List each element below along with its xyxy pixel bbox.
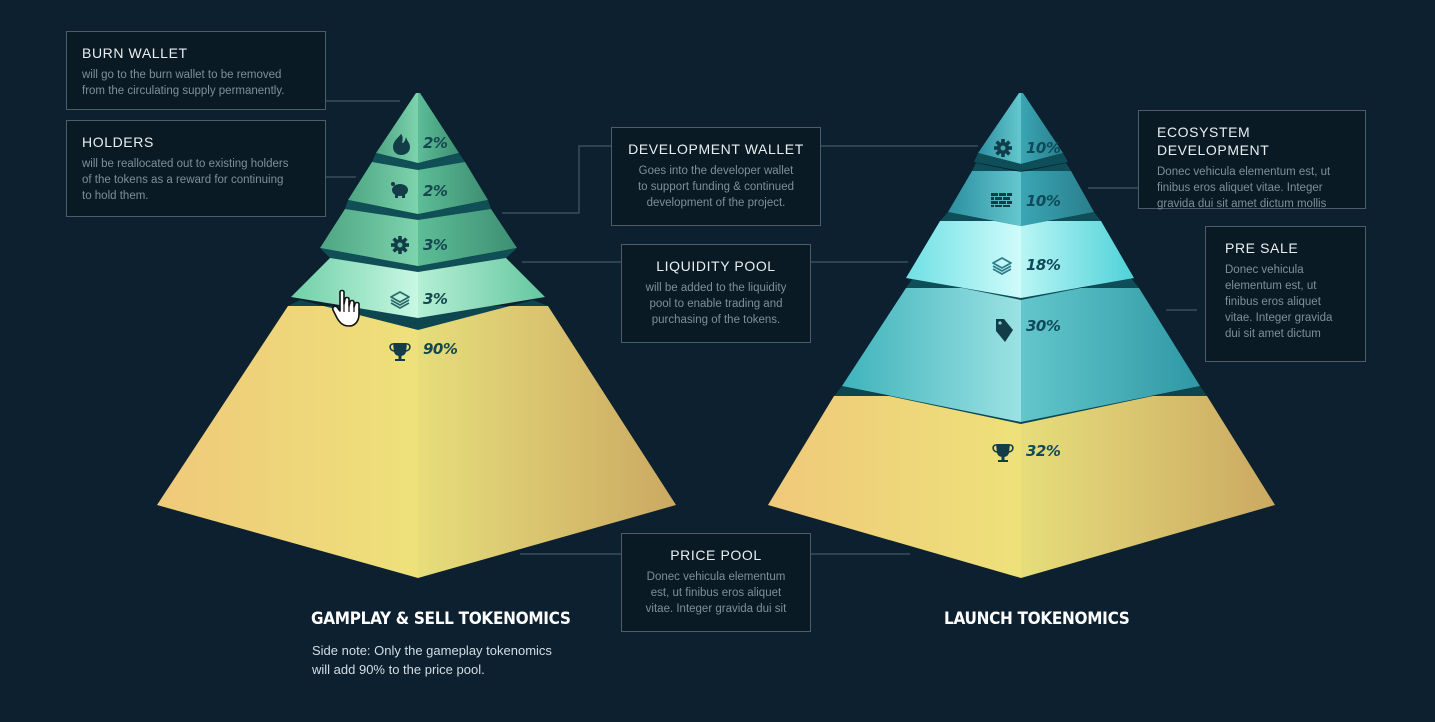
callout-line: will be reallocated out to existing hold… <box>82 158 289 170</box>
callout-pre-sale: PRE SALE Donec vehicula elementum est, u… <box>1205 226 1366 362</box>
right-tier-price-pool-value: 32% <box>1026 442 1061 460</box>
callout-line: development of the project. <box>646 197 786 209</box>
callout-title: DEVELOPMENT WALLET <box>628 141 804 157</box>
callout-holders: HOLDERS will be reallocated out to exist… <box>66 120 326 217</box>
right-tier-pre-sale-value: 30% <box>1026 317 1061 335</box>
flame-icon <box>393 134 410 155</box>
left-tier-price-pool-value: 90% <box>423 340 458 358</box>
callout-line: Donec vehicula elementum est, ut <box>1157 166 1331 178</box>
tag-icon <box>996 319 1013 342</box>
callout-line: will go to the burn wallet to be removed <box>82 69 282 81</box>
piggy-bank-icon <box>391 182 408 198</box>
callout-title: ECOSYSTEM DEVELOPMENT <box>1157 124 1270 158</box>
callout-line: Donec vehicula <box>1225 264 1304 276</box>
brick-wall-icon <box>991 193 1012 207</box>
left-tier-burn-value: 2% <box>423 134 448 152</box>
right-tier-development <box>974 93 1068 171</box>
side-note: Side note: Only the gameplay tokenomics … <box>312 641 552 679</box>
gear-icon <box>994 139 1012 157</box>
right-pyramid-title: LAUNCH TOKENOMICS <box>944 609 1130 629</box>
callout-line: vitae. Integer gravida dui sit <box>645 603 787 615</box>
callout-line: vitae. Integer gravida <box>1225 312 1333 324</box>
callout-line: finibus eros aliquet vitae. Integer <box>1157 182 1323 194</box>
callout-line: gravida dui sit amet dictum mollis <box>1157 198 1327 210</box>
callout-title: BURN WALLET <box>82 45 188 61</box>
connector-lines <box>326 100 1197 555</box>
callout-line: from the circulating supply permanently. <box>82 85 285 97</box>
trophy-icon <box>389 343 411 361</box>
callout-ecosystem-development: ECOSYSTEM DEVELOPMENT Donec vehicula ele… <box>1138 110 1366 210</box>
layers-icon <box>390 291 410 309</box>
callout-line: dui sit amet dictum <box>1225 328 1321 340</box>
side-note-line: Side note: Only the gameplay tokenomics <box>312 643 552 658</box>
right-tier-ecosystem <box>948 163 1094 226</box>
right-tier-pre-sale <box>842 278 1200 422</box>
callout-title: PRICE POOL <box>670 547 762 563</box>
callout-line: to support funding & continued <box>637 181 794 193</box>
callout-line: of the tokens as a reward for continuing <box>82 174 284 186</box>
right-tier-development-value: 10% <box>1026 139 1061 157</box>
callout-line: Goes into the developer wallet <box>638 165 794 177</box>
right-tier-ecosystem-value: 10% <box>1026 192 1061 210</box>
callout-line: finibus eros aliquet <box>1225 296 1321 308</box>
left-tier-price-pool <box>157 300 676 578</box>
hand-cursor-icon <box>332 289 360 327</box>
right-tier-liquidity-value: 18% <box>1026 256 1061 274</box>
callout-line: will be added to the liquidity <box>645 282 787 294</box>
callout-liquidity-pool: LIQUIDITY POOL will be added to the liqu… <box>621 244 811 343</box>
callout-line: purchasing of the tokens. <box>651 314 781 326</box>
callout-line: elementum est, ut <box>1225 280 1317 292</box>
callout-line: pool to enable trading and <box>649 298 783 310</box>
left-tier-development <box>320 209 517 272</box>
callout-line: est, ut finibus eros aliquet <box>650 587 782 599</box>
left-pyramid-title: GAMPLAY & SELL TOKENOMICS <box>311 609 571 629</box>
left-tier-burn <box>372 93 465 170</box>
gear-icon <box>391 236 409 254</box>
left-tier-development-value: 3% <box>423 236 448 254</box>
callout-burn-wallet: BURN WALLET will go to the burn wallet t… <box>66 31 326 110</box>
right-pyramid <box>768 93 1275 578</box>
callout-line: Donec vehicula elementum <box>646 571 786 583</box>
left-tier-holders-value: 2% <box>423 182 448 200</box>
callout-title: LIQUIDITY POOL <box>656 258 776 274</box>
left-tier-liquidity <box>291 258 545 318</box>
side-note-line: will add 90% to the price pool. <box>312 662 485 677</box>
callout-price-pool: PRICE POOL Donec vehicula elementum est,… <box>621 533 811 632</box>
callout-development-wallet: DEVELOPMENT WALLET Goes into the develop… <box>611 127 821 226</box>
callout-title: HOLDERS <box>82 134 154 150</box>
left-tier-holders <box>345 162 491 220</box>
left-pyramid <box>157 93 676 578</box>
layers-icon <box>992 257 1012 275</box>
callout-title: PRE SALE <box>1225 240 1299 256</box>
left-tier-liquidity-value: 3% <box>423 290 448 308</box>
callout-line: to hold them. <box>82 190 149 202</box>
trophy-icon <box>992 444 1014 462</box>
